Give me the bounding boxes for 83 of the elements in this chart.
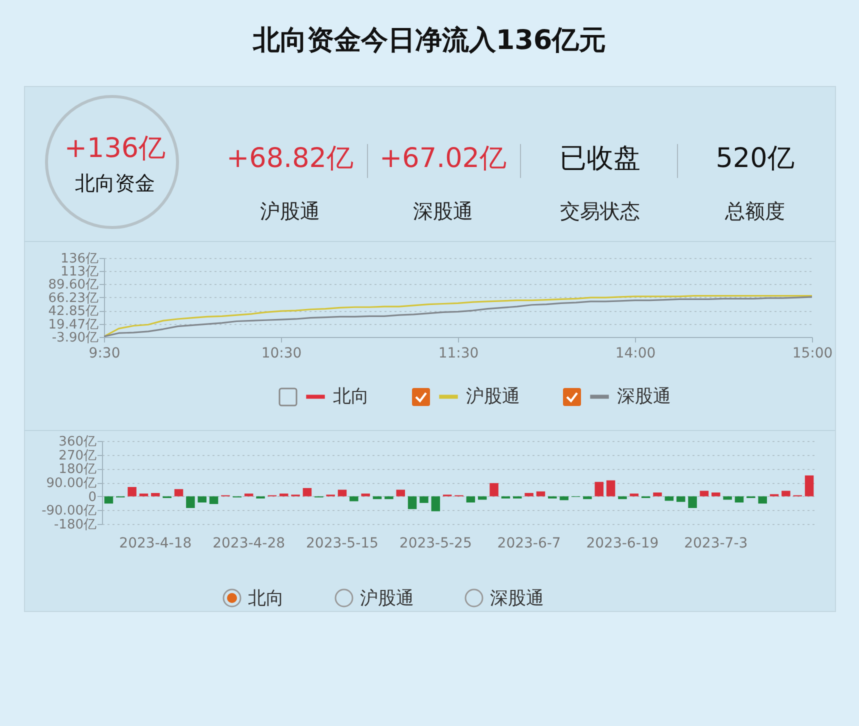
bar	[466, 496, 476, 502]
text: 深股通	[412, 198, 474, 225]
y-tick-label: 0	[88, 490, 96, 505]
text: 已收盘	[558, 142, 642, 176]
x-tick-label: 9:30	[88, 346, 120, 362]
text: 交易状态	[559, 198, 641, 225]
x-tick-label: 2023-5-25	[399, 536, 472, 552]
bar	[198, 496, 206, 502]
bar	[688, 496, 697, 508]
y-tick-label: -180亿	[54, 518, 96, 532]
text: 沪股通	[259, 198, 321, 225]
bar	[606, 480, 616, 496]
bar	[420, 496, 428, 503]
bar	[209, 496, 218, 504]
bar	[490, 483, 498, 496]
text: 沪股通	[360, 587, 414, 610]
y-tick-label: 113亿	[60, 264, 98, 280]
y-tick-label: -90.00亿	[42, 504, 96, 519]
bar	[524, 492, 534, 496]
x-tick-label: 15:00	[792, 346, 833, 362]
x-tick-label: 2023-6-19	[586, 536, 659, 552]
legend-label: 沪股通	[466, 386, 520, 407]
bar	[782, 490, 790, 496]
bar	[384, 496, 394, 500]
text: 520亿	[714, 142, 796, 176]
y-tick-label: 136亿	[60, 252, 98, 266]
x-tick-label: 10:30	[261, 346, 302, 362]
bar	[186, 496, 195, 508]
bar	[618, 496, 627, 500]
bar	[700, 490, 709, 496]
y-tick-label: 90.00亿	[46, 476, 96, 491]
bar	[653, 492, 662, 496]
bar	[338, 490, 347, 496]
bar	[139, 494, 148, 496]
y-tick-label: 270亿	[58, 448, 96, 464]
text: 总额度	[724, 198, 786, 225]
text: +136亿	[63, 132, 167, 166]
text: +68.82亿	[226, 142, 354, 176]
bar	[279, 494, 288, 496]
y-tick-label: -3.90亿	[52, 330, 98, 346]
bar	[408, 496, 417, 510]
x-tick-label: 2023-5-15	[306, 536, 378, 552]
bar	[723, 496, 732, 500]
y-tick-label: 360亿	[58, 434, 96, 450]
x-tick-label: 2023-4-18	[119, 536, 192, 552]
bar	[244, 494, 254, 496]
y-tick-label: 89.60亿	[48, 278, 98, 293]
bar	[712, 492, 720, 496]
text: 北向	[248, 587, 284, 610]
bar	[350, 496, 358, 502]
bar	[174, 489, 184, 496]
y-tick-label: 42.85亿	[48, 304, 98, 320]
bar	[676, 496, 686, 502]
bar	[151, 492, 160, 496]
bar	[361, 494, 370, 496]
x-tick-label: 2023-6-7	[497, 536, 561, 552]
bar	[804, 475, 814, 496]
bar	[536, 491, 546, 496]
bar	[128, 486, 136, 496]
legend-label: 深股通	[617, 386, 671, 407]
bar	[396, 490, 405, 496]
bar	[664, 496, 674, 501]
bar	[560, 496, 568, 500]
bar	[583, 496, 592, 500]
text: 北向资金	[74, 170, 156, 197]
bar	[431, 496, 440, 512]
text: 北向资金今日净流入136亿元	[252, 24, 608, 58]
x-tick-label: 2023-7-3	[684, 536, 748, 552]
bar	[104, 496, 114, 504]
text: +67.02亿	[378, 142, 508, 176]
y-tick-label: 180亿	[58, 462, 96, 478]
bar	[630, 494, 639, 496]
bar	[758, 496, 767, 504]
text: 深股通	[490, 587, 544, 610]
y-tick-label: 66.23亿	[48, 290, 98, 306]
y-tick-label: 19.47亿	[48, 317, 98, 332]
legend-label: 北向	[333, 386, 369, 407]
bar	[302, 488, 312, 496]
bar	[594, 482, 604, 496]
x-tick-label: 14:00	[615, 346, 656, 362]
x-tick-label: 2023-4-28	[212, 536, 286, 552]
bar	[734, 496, 744, 502]
x-tick-label: 11:30	[438, 346, 479, 362]
